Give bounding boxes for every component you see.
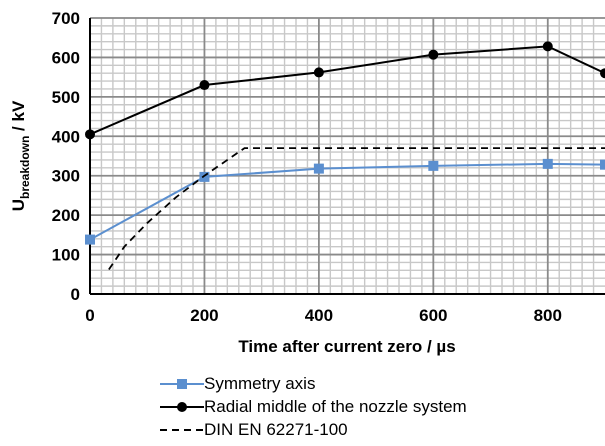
y-tick-label: 600 [52,48,80,67]
legend-label: Radial middle of the nozzle system [204,396,467,416]
y-axis-title-sub: breakdown [18,136,32,199]
legend-item-radial-middle: Radial middle of the nozzle system [160,395,590,418]
legend-item-din-en: DIN EN 62271-100 [160,418,590,441]
y-tick-label: 300 [52,167,80,186]
data-point-square [542,158,553,169]
series-line-3 [108,147,605,271]
data-point-square [85,234,95,245]
data-point-circle [542,41,553,52]
data-point-square [313,163,324,174]
series-line-2 [89,45,605,136]
y-axis-title-unit: / kV [9,100,28,136]
legend-swatch-dashed-icon [160,428,204,431]
breakdown-voltage-chart: 0 200 400 600 800 0 100 200 300 400 500 600 700 Time… [9,9,605,356]
tick-labels: 0 200 400 600 800 0 100 200 300 400 500 600 700 [52,9,562,325]
data-point-circle [600,68,605,79]
data-point-square [600,159,605,170]
legend: Symmetry axis Radial middle of the nozzl… [160,372,590,441]
data-point-circle [85,129,95,140]
x-tick-label: 400 [305,306,333,325]
data-point-circle [199,80,210,91]
data-point-circle [313,67,324,78]
y-tick-label: 100 [52,246,80,265]
minor-grid [90,18,605,294]
series-layer [85,41,605,271]
y-tick-label: 400 [52,127,80,146]
x-tick-label: 0 [85,306,94,325]
legend-item-symmetry-axis: Symmetry axis [160,372,590,395]
y-tick-label: 700 [52,9,80,28]
y-tick-label: 200 [52,206,80,225]
y-tick-label: 0 [71,285,80,304]
data-point-square [199,171,210,182]
y-axis-title: Ubreakdown / kV [9,100,32,211]
y-axis-title-main: U [9,199,28,211]
x-axis-title: Time after current zero / µs [238,337,455,356]
legend-label: Symmetry axis [204,373,316,393]
series-line-1 [89,162,605,241]
legend-label: DIN EN 62271-100 [204,419,348,439]
x-tick-label: 600 [419,306,447,325]
y-tick-label: 500 [52,88,80,107]
legend-swatch-circle-icon [160,401,204,412]
x-tick-label: 800 [534,306,562,325]
x-tick-label: 200 [190,306,218,325]
major-grid [90,17,605,294]
data-point-circle [428,49,439,60]
axes [89,18,605,295]
legend-swatch-square-icon [160,378,204,389]
data-point-square [428,160,439,171]
